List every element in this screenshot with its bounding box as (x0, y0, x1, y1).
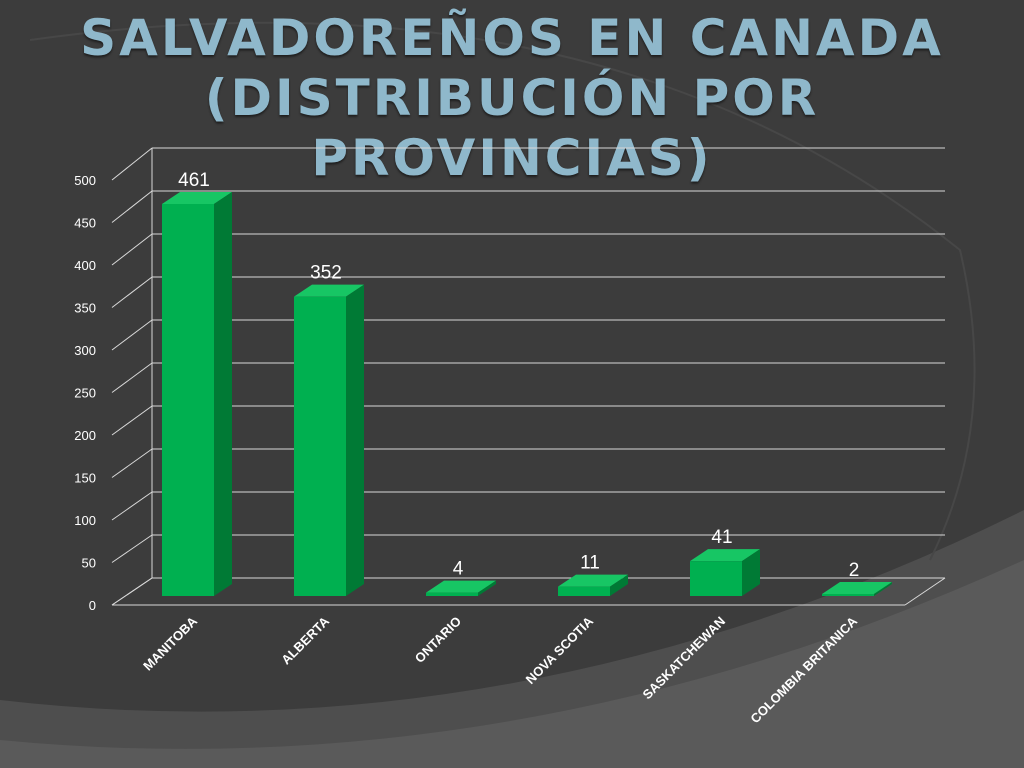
bar-front (162, 204, 214, 596)
slide-title: Salvadoreños en Canada (distribución por… (0, 8, 1024, 188)
bar (558, 574, 628, 596)
x-tick-label: SASKATCHEWAN (640, 614, 729, 703)
y-tick-label: 500 (74, 173, 96, 188)
bar (690, 549, 760, 596)
gridline-side (111, 147, 153, 181)
gridline-side (111, 319, 153, 351)
bar-side (742, 549, 760, 596)
x-tick-label: NOVA SCOTIA (523, 613, 597, 687)
y-tick-label: 50 (82, 556, 96, 571)
gridline-side (111, 534, 153, 563)
slide-title-line-2: (distribución por provincias) (204, 69, 820, 187)
y-tick-label: 250 (74, 386, 96, 401)
bar-side (478, 580, 496, 596)
y-tick-label: 200 (74, 428, 96, 443)
x-tick-label: COLOMBIA BRITANICA (747, 613, 860, 726)
y-tick-label: 350 (74, 301, 96, 316)
gridline-side (111, 233, 153, 266)
y-tick-label: 150 (74, 471, 96, 486)
bar-front (558, 586, 610, 596)
bar-side (214, 192, 232, 596)
x-axis-labels: MANITOBA ALBERTA ONTARIO NOVA SCOTIA SASKATC… (140, 613, 860, 726)
bar (294, 284, 364, 596)
data-label: 352 (310, 263, 342, 284)
gridline-side (111, 190, 153, 223)
bar-top (558, 574, 628, 587)
bar (162, 192, 232, 596)
y-axis-ticks: 0 50 100 150 200 250 300 350 400 450 500 (74, 173, 96, 613)
bar-side (874, 582, 892, 596)
gridline-side (111, 362, 153, 393)
data-label: 41 (711, 527, 732, 548)
y-tick-label: 300 (74, 343, 96, 358)
bar-side (610, 574, 628, 596)
bar (822, 582, 892, 596)
gridline-side (111, 405, 153, 436)
bar-top (426, 580, 496, 593)
y-tick-label: 450 (74, 216, 96, 231)
chart-walls (111, 148, 946, 606)
y-tick-label: 100 (74, 513, 96, 528)
gridline-side (111, 276, 153, 308)
data-label: 4 (453, 559, 464, 580)
data-labels: 461 352 4 11 41 2 (178, 170, 859, 581)
x-tick-label: MANITOBA (140, 613, 200, 673)
data-label: 2 (849, 560, 860, 581)
chart-gridlines (111, 147, 945, 606)
y-tick-label: 0 (89, 598, 96, 613)
bar-front (822, 594, 874, 596)
bar-front (690, 561, 742, 596)
bar (426, 580, 496, 596)
data-label: 461 (178, 170, 210, 191)
bar-side (346, 284, 364, 596)
bar-front (294, 296, 346, 596)
floor-edge-right (904, 577, 946, 606)
gridline-side (111, 491, 153, 521)
data-label: 11 (580, 553, 600, 574)
bar-top (690, 549, 760, 562)
x-tick-label: ONTARIO (412, 614, 464, 666)
bar-top (294, 284, 364, 297)
gridline-side (111, 448, 153, 478)
gridline-side (111, 577, 153, 606)
bar-top (822, 582, 892, 594)
bars (162, 192, 892, 596)
x-tick-label: ALBERTA (278, 613, 332, 667)
bar-top (162, 192, 232, 204)
bar-front (426, 592, 478, 596)
y-tick-label: 400 (74, 258, 96, 273)
slide-title-line-1: Salvadoreños en Canada (80, 9, 944, 67)
